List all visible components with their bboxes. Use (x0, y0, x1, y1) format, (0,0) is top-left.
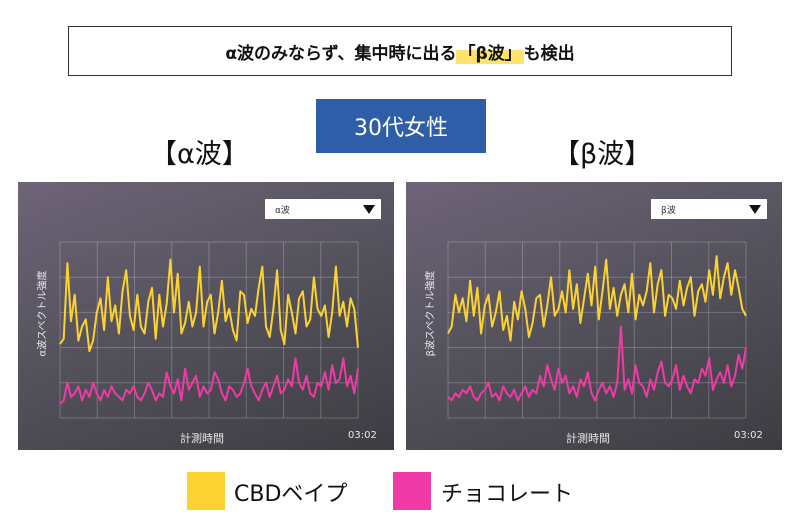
alpha-wave-select[interactable]: α波 (265, 199, 381, 219)
series-line-chocolate (447, 325, 747, 402)
beta-wave-chart: β波 β波スペクトル強度 計測時間 03:02 (406, 182, 782, 450)
series-line-cbd (447, 255, 747, 342)
alpha-select-value: α波 (275, 205, 290, 216)
headline-highlight: 「β波」 (456, 38, 524, 64)
alpha-panel-title: 【α波】 (150, 139, 249, 170)
beta-wave-select[interactable]: β波 (651, 199, 767, 219)
dropdown-arrow-icon[interactable] (363, 204, 375, 214)
alpha-chart-svg (59, 241, 359, 419)
beta-chart-svg (447, 241, 747, 419)
series-line-chocolate (59, 357, 359, 405)
alpha-time-label: 03:02 (348, 430, 377, 441)
dropdown-arrow-icon[interactable] (749, 204, 761, 214)
alpha-x-axis-label: 計測時間 (180, 432, 224, 445)
headline-suffix: も検出 (523, 43, 575, 64)
series-line-cbd (59, 258, 359, 353)
subject-badge: 30代女性 (316, 99, 486, 153)
legend-swatch-chocolate (393, 472, 431, 510)
legend-label-chocolate: チョコレート (441, 482, 574, 507)
beta-time-label: 03:02 (734, 430, 763, 441)
headline-prefix: α波のみならず、集中時に出る (225, 43, 457, 64)
beta-panel-title: 【β波】 (553, 139, 652, 170)
beta-select-value: β波 (661, 205, 676, 216)
legend-label-cbd: CBDベイプ (234, 482, 348, 507)
alpha-wave-chart: α波 α波スペクトル強度 計測時間 03:02 (18, 182, 394, 450)
beta-y-axis-label: β波スペクトル強度 (425, 270, 437, 357)
headline-banner: α波のみならず、集中時に出る 「β波」 も検出 (68, 26, 732, 76)
alpha-y-axis-label: α波スペクトル強度 (37, 270, 49, 357)
legend-swatch-cbd (187, 472, 225, 510)
beta-x-axis-label: 計測時間 (566, 432, 610, 445)
